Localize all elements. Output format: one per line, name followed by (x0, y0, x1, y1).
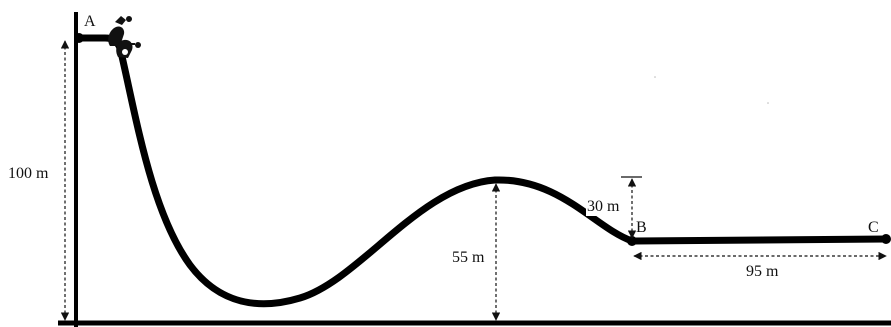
drop-height-label-bg (586, 196, 630, 216)
total-height-label-bg (6, 160, 64, 182)
scan-speck (767, 102, 769, 104)
total-height-label: 100 m (8, 165, 49, 182)
point-b-label: B (636, 219, 647, 236)
point-c-label: C (868, 219, 879, 236)
flat-length-label: 95 m (746, 263, 779, 280)
point-b-marker (627, 236, 637, 246)
roller-coaster-cart-icon (108, 16, 141, 58)
hill-height-label: 55 m (452, 249, 485, 266)
point-a-marker (74, 33, 84, 43)
point-a-label: A (84, 13, 96, 30)
scan-speck (654, 76, 656, 78)
point-c-marker (881, 234, 891, 244)
roller-coaster-track (74, 34, 891, 308)
drop-height-label: 30 m (587, 198, 620, 215)
